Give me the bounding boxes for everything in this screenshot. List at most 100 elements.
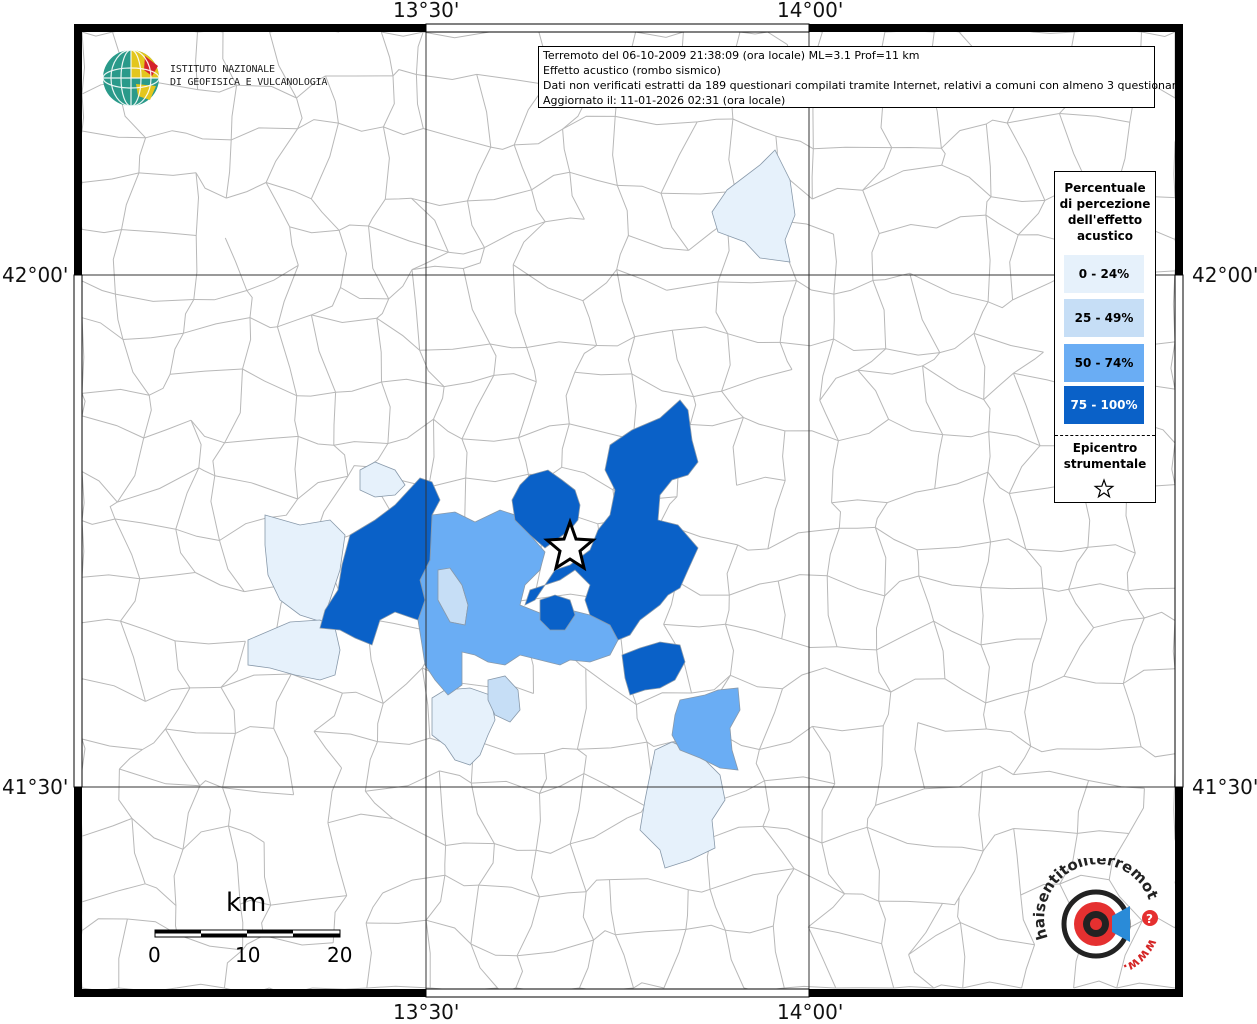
boundary-line <box>737 544 768 551</box>
boundary-line <box>569 843 587 892</box>
boundary-line <box>269 31 297 99</box>
boundary-line <box>81 130 146 139</box>
boundary-line <box>415 31 424 75</box>
boundary-line <box>811 148 814 200</box>
boundary-line <box>392 818 446 846</box>
boundary-line <box>727 333 781 344</box>
boundary-line <box>565 372 576 424</box>
boundary-line <box>347 465 369 477</box>
boundary-line <box>1017 200 1046 236</box>
boundary-line <box>833 234 837 295</box>
boundary-line <box>721 390 744 418</box>
boundary-line <box>631 373 637 440</box>
boundary-line <box>539 891 587 898</box>
boundary-line <box>376 298 390 319</box>
lat-label-right-top: 42°00' <box>1192 263 1257 287</box>
boundary-line <box>777 580 786 639</box>
boundary-line <box>1059 874 1110 885</box>
boundary-line <box>338 224 369 231</box>
boundary-line <box>296 391 336 397</box>
boundary-line <box>880 98 893 148</box>
boundary-line <box>230 85 238 140</box>
boundary-line <box>81 738 143 750</box>
boundary-line <box>973 332 1044 353</box>
boundary-line <box>838 418 889 442</box>
boundary-line <box>942 431 989 438</box>
ingv-name: ISTITUTO NAZIONALE DI GEOFISICA E VULCAN… <box>170 63 327 89</box>
boundary-line <box>881 943 895 989</box>
boundary-line <box>609 878 689 891</box>
boundary-line <box>941 123 987 149</box>
boundary-line <box>990 196 1045 203</box>
perception-areas <box>247 149 796 869</box>
boundary-line <box>220 673 292 688</box>
boundary-line <box>416 73 477 81</box>
legend-title-line-2: dell'effetto <box>1067 213 1143 227</box>
boundary-line <box>574 371 632 376</box>
boundary-line <box>1028 638 1042 691</box>
boundary-line <box>922 365 984 400</box>
boundary-line <box>419 350 445 387</box>
boundary-line <box>365 770 440 792</box>
boundary-line <box>1012 373 1041 446</box>
boundary-line <box>724 930 745 989</box>
boundary-line <box>725 623 782 640</box>
boundary-line <box>381 31 424 37</box>
boundary-line <box>875 725 884 806</box>
boundary-line <box>236 84 297 99</box>
boundary-line <box>633 982 665 989</box>
boundary-line <box>195 572 245 593</box>
boundary-line <box>980 587 1043 590</box>
boundary-line <box>415 74 424 129</box>
boundary-line <box>982 472 991 543</box>
legend-title-line-3: acustico <box>1076 229 1134 243</box>
boundary-line <box>512 264 584 302</box>
boundary-line <box>985 215 991 302</box>
boundary-line <box>526 341 597 348</box>
data-note: Dati non verificati estratti da 189 ques… <box>543 79 1183 92</box>
boundary-line <box>143 395 152 439</box>
event-title: Terremoto del 06-10-2009 21:38:09 (ora l… <box>543 49 920 62</box>
boundary-line <box>616 269 636 337</box>
boundary-line <box>983 702 987 730</box>
boundary-line <box>327 767 343 823</box>
area-75-100 <box>621 641 686 696</box>
boundary-line <box>958 850 984 898</box>
boundary-line <box>327 813 393 824</box>
boundary-line <box>576 668 587 750</box>
boundary-line <box>725 925 774 934</box>
boundary-line <box>193 290 247 301</box>
boundary-line <box>81 388 150 396</box>
boundary-line <box>489 343 497 376</box>
boundary-line <box>755 749 765 781</box>
area-0-24 <box>247 619 341 681</box>
boundary-line <box>118 918 128 988</box>
boundary-line <box>1171 442 1176 485</box>
boundary-line <box>239 904 244 951</box>
boundary-line <box>940 148 946 166</box>
boundary-line <box>782 667 826 690</box>
boundary-line <box>1025 546 1088 553</box>
area-75-100 <box>524 399 699 641</box>
boundary-line <box>119 749 143 770</box>
area-25-49 <box>487 675 521 723</box>
boundary-line <box>833 279 874 295</box>
boundary-line <box>174 640 191 689</box>
boundary-line <box>983 399 991 432</box>
boundary-line <box>214 475 298 500</box>
boundary-line <box>836 646 877 651</box>
boundary-line <box>81 31 86 95</box>
boundary-line <box>987 471 1010 494</box>
boundary-line <box>1013 828 1022 896</box>
boundary-line <box>780 338 834 347</box>
boundary-line <box>494 843 537 851</box>
svg-text:?: ? <box>1146 912 1153 926</box>
boundary-line <box>276 326 298 396</box>
boundary-line <box>908 954 935 989</box>
boundary-line <box>671 330 694 397</box>
boundary-line <box>198 467 216 477</box>
boundary-line <box>875 595 886 650</box>
boundary-line <box>484 221 546 249</box>
boundary-line <box>131 818 146 884</box>
boundary-line <box>411 251 449 271</box>
